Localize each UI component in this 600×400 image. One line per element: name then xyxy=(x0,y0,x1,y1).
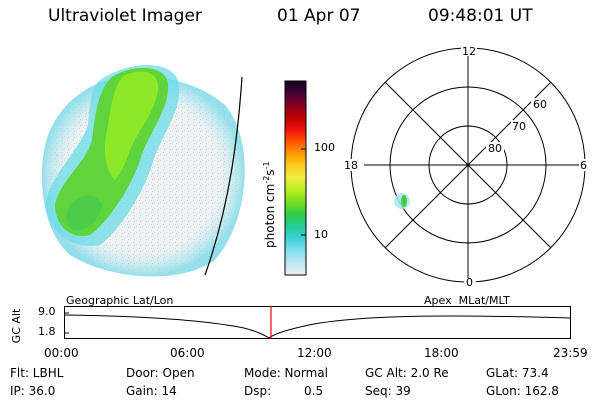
status-seq: Seq: 39 xyxy=(365,384,411,398)
lat-label-60: 60 xyxy=(533,98,547,111)
time-label: 09:48:01 UT xyxy=(428,6,533,26)
colorbar-unit-label: photon cm-2s-1 xyxy=(262,161,277,248)
status-glon: GLon: 162.8 xyxy=(486,384,559,398)
colorbar-tick-10: 10 xyxy=(314,228,328,241)
lat-label-80: 80 xyxy=(488,142,502,155)
status-dsp-value: 0.5 xyxy=(304,384,324,398)
mlt-label-0: 0 xyxy=(466,276,473,289)
timeline-tick-2: 12:00 xyxy=(297,346,332,360)
mlt-label-18: 18 xyxy=(344,159,358,172)
polar-plot xyxy=(342,44,593,288)
lat-label-70: 70 xyxy=(512,120,526,133)
status-gain: Gain: 14 xyxy=(126,384,177,398)
terminator-line xyxy=(204,76,243,276)
altitude-curve xyxy=(64,314,572,339)
geographic-image xyxy=(41,65,245,277)
date-label: 01 Apr 07 xyxy=(277,6,361,26)
status-glat: GLat: 73.4 xyxy=(486,366,549,380)
mlt-label-6: 6 xyxy=(580,159,587,172)
status-flt: Flt: LBHL xyxy=(10,366,64,380)
timeline-axis-label: GC Alt xyxy=(10,308,23,344)
status-dsp-label: Dsp: xyxy=(244,384,272,398)
timeline-right-title: Apex MLat/MLT xyxy=(424,294,510,307)
timeline-left-title: Geographic Lat/Lon xyxy=(66,294,174,307)
status-ip: IP: 36.0 xyxy=(10,384,56,398)
timeline-tick-0: 00:00 xyxy=(44,346,79,360)
timeline-y-top: 9.0 xyxy=(38,305,56,318)
timeline-tick-1: 06:00 xyxy=(170,346,205,360)
timeline-plot xyxy=(64,306,572,339)
colorbar xyxy=(284,80,307,276)
mlt-label-12: 12 xyxy=(462,45,476,58)
status-gc-alt: GC Alt: 2.0 Re xyxy=(365,366,449,380)
status-mode: Mode: Normal xyxy=(244,366,328,380)
timeline-tick-3: 18:00 xyxy=(424,346,459,360)
colorbar-tick-100: 100 xyxy=(314,141,335,154)
instrument-title: Ultraviolet Imager xyxy=(48,6,202,26)
timeline-tick-4: 23:59 xyxy=(553,346,588,360)
status-door: Door: Open xyxy=(126,366,195,380)
timeline-y-bottom: 1.8 xyxy=(38,325,56,338)
